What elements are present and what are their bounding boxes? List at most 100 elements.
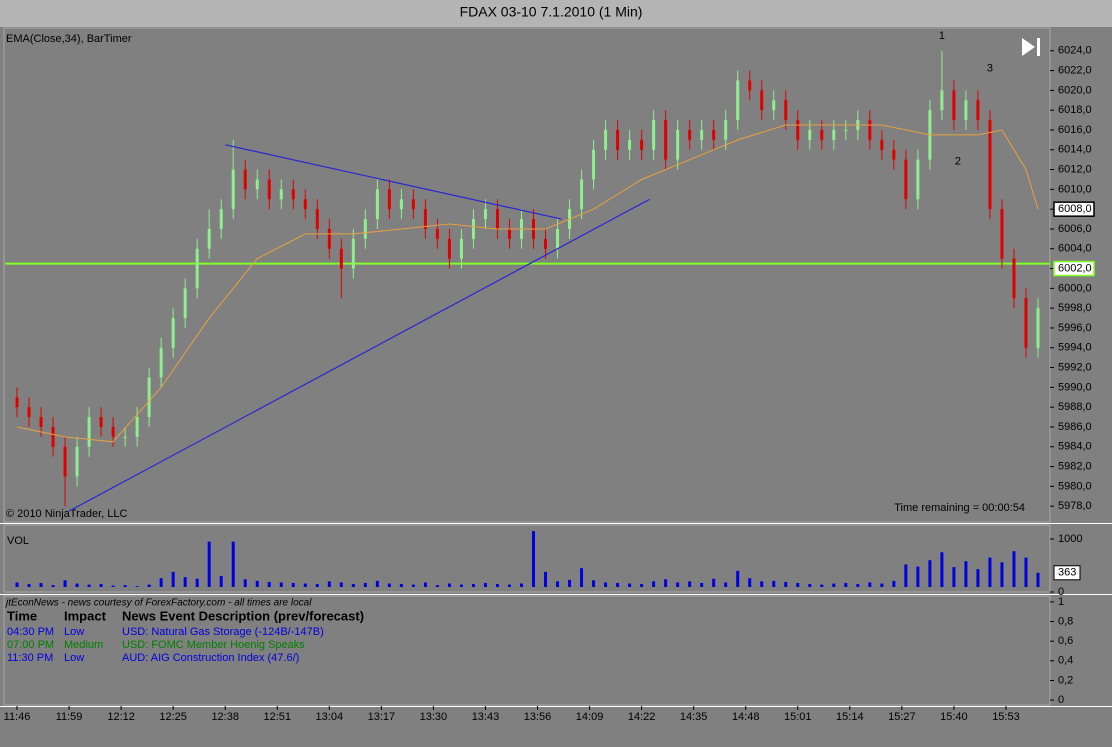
x-tick-label: 15:40 [940,711,968,723]
bar-body [291,189,295,200]
y-tick-label: 6000,0 [1058,282,1092,294]
bar-body [363,219,367,239]
y-tick-label: 6010,0 [1058,183,1092,195]
bar-body [1012,258,1016,299]
bar-body [688,129,692,140]
volume-bar [736,570,740,587]
skip-to-end-icon[interactable] [1022,38,1040,56]
volume-bar [111,585,115,587]
bar-body [952,90,956,121]
volume-bar [351,584,355,587]
bar-body [459,238,463,259]
bar-body [664,120,668,160]
x-tick-label: 13:17 [368,711,396,723]
volume-bar [183,577,187,587]
annotation: 2 [955,156,961,168]
news-header: Impact [64,608,107,623]
volume-bar [772,580,776,587]
bar-body [880,139,884,150]
volume-bar [255,580,259,587]
bar-body [784,100,788,121]
volume-bar [904,564,908,587]
bar-body [808,129,812,140]
bar-body [820,129,824,140]
x-tick-label: 14:22 [628,711,656,723]
bar-body [604,129,608,150]
volume-bar [63,580,67,587]
news-source: jtEconNews - news courtesy of ForexFacto… [4,598,312,609]
bar-body [652,120,656,150]
bar-body [183,288,187,319]
news-cell: AUD: AIG Construction Index (47.6/) [122,652,299,664]
volume-bar [39,582,43,587]
volume-bar [291,582,295,587]
y-tick-label: 6022,0 [1058,64,1092,76]
volume-bar [796,582,800,587]
volume-bar [483,582,487,587]
volume-marker-label: 363 [1058,567,1076,579]
bar-body [339,248,343,269]
x-tick-label: 15:27 [888,711,916,723]
x-tick-label: 15:14 [836,711,864,723]
volume-bar [435,585,439,587]
y-tick-label: 5984,0 [1058,441,1092,453]
y-tick-label: 0,4 [1058,655,1073,667]
copyright: © 2010 NinjaTrader, LLC [6,508,127,520]
y-tick-label: 6006,0 [1058,223,1092,235]
bar-body [207,228,211,249]
bar-body [940,90,944,111]
volume-bar [51,585,55,587]
y-tick-label: 6016,0 [1058,124,1092,136]
volume-bar [892,580,896,587]
volume-bar [616,582,620,587]
volume-bar [99,584,103,587]
volume-bar [519,583,523,587]
bar-body [1000,209,1004,259]
bar-body [1036,308,1040,348]
y-tick-label: 5994,0 [1058,342,1092,354]
news-cell: Low [64,652,84,664]
y-tick-label: 5992,0 [1058,361,1092,373]
bar-body [892,149,896,160]
volume-bar [423,582,427,587]
volume-bar [195,578,199,587]
volume-bar [1024,557,1028,587]
volume-bar [315,584,319,587]
bar-body [748,80,752,91]
volume-bar [976,569,980,587]
bar-body [147,377,151,418]
volume-bar [724,582,728,587]
bar-body [868,120,872,140]
volume-bar [952,567,956,587]
bar-body [700,129,704,140]
bar-body [99,417,103,427]
bar-body [904,159,908,200]
price-marker-label: 6008,0 [1058,203,1092,215]
volume-bar [1012,551,1016,587]
trend-line [68,198,650,512]
volume-bar [532,531,536,587]
volume-bar [916,566,920,587]
volume-bar [832,583,836,587]
volume-bar [459,584,463,587]
volume-bar [604,582,608,587]
volume-bar [411,584,415,587]
annotation: 3 [987,62,993,74]
volume-bar [964,561,968,587]
bar-body [267,179,271,200]
volume-bar [399,584,403,587]
volume-bar [748,578,752,587]
x-tick-label: 11:46 [4,711,31,723]
volume-bar [676,582,680,587]
bar-body [231,169,235,210]
bar-body [616,129,620,150]
bar-body [303,199,307,210]
ema-line [16,124,1039,443]
news-header: Time [7,608,37,623]
volume-bar [556,581,560,587]
x-tick-label: 14:35 [680,711,708,723]
bar-body [387,189,391,210]
volume-bar [844,582,848,587]
